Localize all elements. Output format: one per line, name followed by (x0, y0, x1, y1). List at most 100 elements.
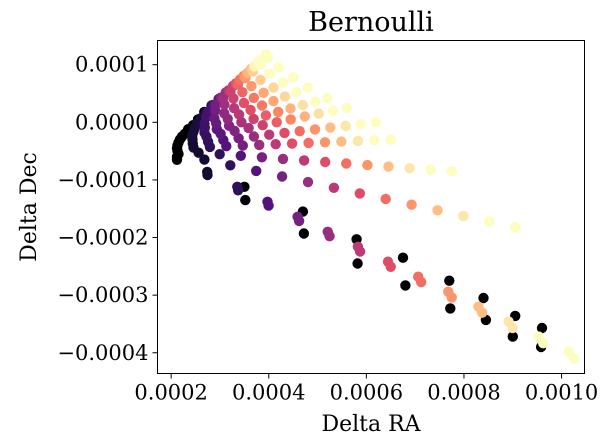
scatter-point (341, 158, 352, 169)
scatter-point (533, 331, 544, 342)
scatter-point (254, 139, 265, 151)
scatter-point (243, 122, 254, 134)
x-tick-label: 0.0010 (525, 381, 598, 405)
scatter-point (235, 150, 246, 161)
scatter-point (285, 103, 296, 114)
scatter-point (256, 152, 268, 163)
scatter-point (286, 138, 298, 149)
scatter-point (277, 153, 289, 165)
scatter-point (313, 108, 324, 119)
scatter-point (413, 271, 424, 282)
scatter-point (354, 188, 365, 199)
scatter-point (257, 120, 268, 131)
scatter-point (336, 136, 347, 147)
scatter-point (302, 82, 313, 93)
scatter-point (382, 256, 394, 267)
scatter-point (400, 280, 411, 291)
scatter-point (536, 322, 548, 334)
scatter-point (262, 196, 273, 207)
scatter-point (273, 62, 284, 73)
scatter-point (298, 228, 310, 239)
y-tick-label: −0.0002 (57, 226, 148, 250)
scatter-point (238, 97, 250, 109)
scatter-point (327, 105, 338, 117)
scatter-point (507, 331, 518, 342)
scatter-point (225, 160, 236, 171)
y-tick-label: −0.0003 (57, 283, 148, 307)
x-tick-label: 0.0004 (232, 381, 305, 405)
scatter-point (503, 316, 514, 327)
plot-frame (157, 40, 585, 374)
y-tick-label: −0.0004 (57, 341, 148, 365)
scatter-point (278, 77, 289, 88)
scatter-point (291, 87, 302, 98)
scatter-point (322, 226, 333, 237)
scatter-point (232, 181, 243, 192)
y-axis-label: Delta Dec (17, 152, 42, 262)
scatter-point (322, 92, 333, 104)
y-tick-label: 0.0000 (75, 110, 148, 134)
scatter-point (245, 104, 256, 116)
scatter-point (248, 92, 259, 104)
scatter-point (264, 129, 275, 140)
scatter-point (297, 99, 308, 111)
scatter-point (397, 252, 409, 263)
scatter-point (299, 111, 310, 122)
scatter-point (268, 82, 279, 93)
scatter-point (445, 303, 456, 314)
scatter-point (268, 95, 279, 107)
scatter-point (444, 275, 455, 286)
scatter-point (288, 72, 299, 83)
scatter-point (210, 99, 221, 111)
scatter-point (370, 117, 382, 128)
scatter-point (303, 137, 314, 149)
points-layer (171, 49, 579, 364)
chart-title: Bernoulli (308, 7, 434, 38)
scatter-point (264, 68, 275, 79)
scatter-point (458, 210, 469, 222)
scatter-point (285, 114, 296, 125)
scatter-point (446, 166, 457, 177)
scatter-point (199, 154, 210, 165)
scatter-point (292, 211, 303, 222)
scatter-point (352, 135, 364, 147)
scatter-point (237, 87, 248, 98)
scatter-point (279, 127, 290, 139)
scatter-point (260, 110, 272, 121)
x-tick-label: 0.0006 (330, 381, 403, 405)
scatter-point (473, 301, 484, 312)
scatter-point (240, 194, 251, 206)
scatter-point (369, 135, 380, 146)
scatter-point (563, 346, 575, 357)
scatter-point (271, 117, 282, 128)
y-axis: 0.0001 0.0000 −0.0001 −0.0002 −0.0003 −0.0004 (57, 53, 158, 365)
scatter-point (248, 113, 259, 125)
scatter-point (425, 164, 436, 175)
scatter-point (236, 117, 247, 128)
x-tick-label: 0.0008 (427, 381, 500, 405)
scatter-point (406, 199, 417, 210)
scatter-point (276, 171, 288, 182)
scatter-point (385, 134, 396, 145)
scatter-point (328, 182, 340, 193)
scatter-point (510, 222, 521, 233)
scatter-point (309, 124, 321, 135)
scatter-point (219, 108, 230, 119)
scatter-point (273, 106, 284, 118)
y-tick-label: 0.0001 (75, 53, 148, 77)
scatter-point (352, 258, 363, 269)
scatter-point (478, 292, 489, 304)
scatter-point (341, 102, 352, 114)
scatter-point (355, 118, 366, 130)
y-tick-label: −0.0001 (57, 168, 148, 192)
scatter-point (320, 156, 331, 168)
scatter-point (352, 241, 364, 252)
scatter-point (443, 286, 454, 297)
scatter-point (214, 149, 225, 160)
scatter-point (228, 103, 240, 114)
x-tick-label: 0.0002 (134, 381, 207, 405)
scatter-point (340, 120, 351, 132)
x-axis-label: Delta RA (321, 412, 421, 437)
scatter-point (302, 176, 314, 188)
